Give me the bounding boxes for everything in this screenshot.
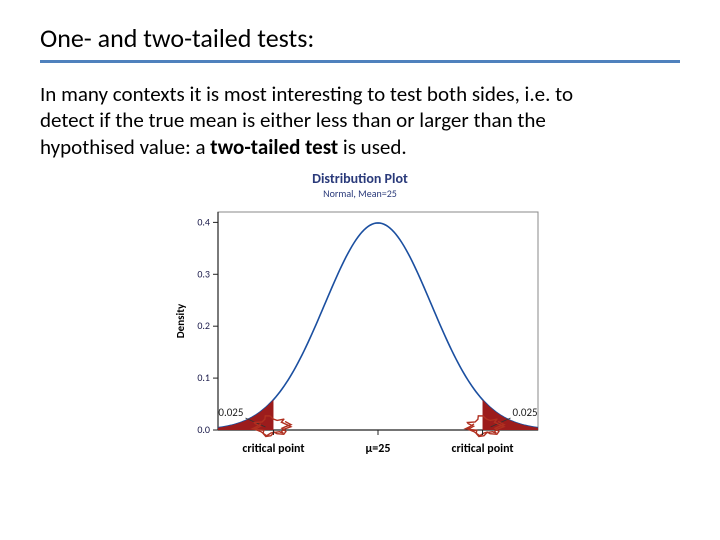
svg-text:0.4: 0.4: [197, 215, 210, 228]
body-line-3a: hypothised value: a: [40, 134, 210, 160]
svg-text:0.025: 0.025: [218, 406, 243, 419]
svg-text:critical point: critical point: [451, 442, 513, 456]
slide-title: One- and two-tailed tests:: [40, 22, 680, 54]
chart-title: Distribution Plot: [145, 170, 575, 187]
slide: One- and two-tailed tests: In many conte…: [0, 0, 720, 540]
svg-text:0.1: 0.1: [197, 371, 210, 384]
svg-text:0.025: 0.025: [513, 406, 538, 419]
body-text: In many contexts it is most interesting …: [40, 81, 680, 160]
distribution-chart: 0.0 0.1 0.2 0.3 0.4 0.025 0.025 critical point μ…: [170, 204, 550, 464]
svg-text:μ=25: μ=25: [366, 442, 391, 456]
svg-text:critical point: critical point: [242, 442, 304, 456]
body-bold: two-tailed test: [210, 134, 338, 160]
body-line-1: In many contexts it is most interesting …: [40, 81, 573, 107]
chart-container: Distribution Plot Normal, Mean=25 0.0 0.1…: [145, 170, 575, 464]
body-line-3b: is used.: [338, 134, 407, 160]
title-underline: [40, 60, 680, 63]
chart-subtitle: Normal, Mean=25: [145, 187, 575, 200]
body-line-2: detect if the true mean is either less t…: [40, 107, 546, 133]
svg-text:Density: Density: [174, 303, 187, 338]
svg-text:0.3: 0.3: [197, 267, 210, 280]
svg-text:0.0: 0.0: [197, 423, 210, 436]
svg-text:0.2: 0.2: [197, 319, 210, 332]
